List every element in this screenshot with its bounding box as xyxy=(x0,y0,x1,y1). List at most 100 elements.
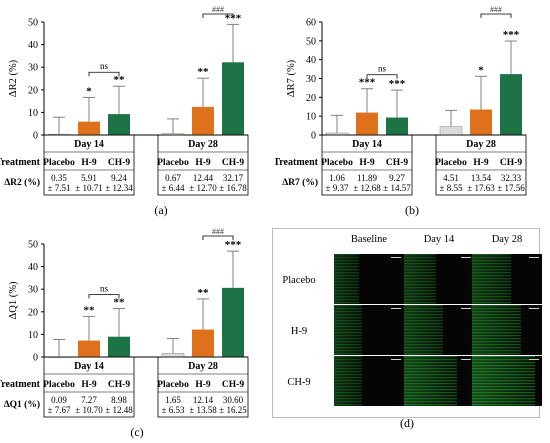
treatment-label: Placebo xyxy=(157,380,189,390)
panel-label: (a) xyxy=(154,203,167,217)
group-label: Day 28 xyxy=(188,361,218,372)
row-label-treatment: Treatment xyxy=(0,157,41,168)
table-box xyxy=(321,134,413,196)
micrograph-tile xyxy=(404,356,474,406)
significance-label: * xyxy=(478,64,484,76)
y-tick-label: 0 xyxy=(33,131,38,142)
hash-bracket xyxy=(480,13,512,18)
row-label-metric: ΔR2 (%) xyxy=(4,177,40,188)
y-tick-label: 20 xyxy=(28,85,38,96)
row-label-treatment: Treatment xyxy=(0,379,41,390)
table-cell-mean: 13.54 xyxy=(471,173,492,183)
table-cell-mean: 5.91 xyxy=(81,173,97,183)
table-cell-mean: 1.06 xyxy=(329,173,345,183)
significance-label: *** xyxy=(503,29,520,41)
scale-bar xyxy=(529,359,539,360)
micrograph-tile xyxy=(472,254,542,304)
table-box xyxy=(43,356,135,418)
chart-marks: *********ns### xyxy=(47,227,244,358)
treatment-label: CH-9 xyxy=(386,158,408,168)
y-tick-label: 10 xyxy=(306,112,316,123)
panel-label: (b) xyxy=(405,203,419,217)
table-cell-sd: ± 7.67 xyxy=(48,405,71,415)
table-cell-sd: ± 10.71 xyxy=(75,183,102,193)
bar xyxy=(192,106,214,135)
bar xyxy=(439,126,463,136)
y-tick-label: 40 xyxy=(306,55,316,66)
table-cell-sd: ± 17.56 xyxy=(497,183,525,193)
y-tick-label: 0 xyxy=(33,353,38,364)
treatment-label: CH-9 xyxy=(222,380,244,390)
treatment-label: CH-9 xyxy=(108,380,130,390)
treatment-label: Placebo xyxy=(321,158,353,168)
ns-bracket xyxy=(88,71,120,77)
hash-bracket xyxy=(202,13,234,18)
y-tick-label: 30 xyxy=(28,285,38,296)
table-cell-sd: ± 12.68 xyxy=(353,183,381,193)
bar xyxy=(108,114,130,135)
table-cell-mean: 8.98 xyxy=(111,395,127,405)
treatment-label: CH-9 xyxy=(222,158,244,168)
treatment-label: CH-9 xyxy=(108,158,130,168)
table-cell-mean: 0.67 xyxy=(165,173,181,183)
table-cell-sd: ± 10.70 xyxy=(75,405,103,415)
bar xyxy=(108,336,130,357)
table-cell-mean: 0.09 xyxy=(51,395,67,405)
micrograph-tile xyxy=(404,305,474,355)
treatment-label: CH-9 xyxy=(500,158,522,168)
y-tick-label: 10 xyxy=(28,330,38,341)
scale-bar xyxy=(391,359,401,360)
table-cell-mean: 4.51 xyxy=(443,173,459,183)
micrograph-panel: Baseline Day 14 Day 28 Placebo H-9 CH-9 … xyxy=(272,228,542,432)
treatment-label: Placebo xyxy=(43,380,75,390)
table-cell-sd: ± 12.48 xyxy=(105,405,133,415)
micrograph-tile xyxy=(472,356,542,406)
group-label: Day 14 xyxy=(74,139,104,150)
scale-bar xyxy=(461,359,471,360)
table-cell-mean: 32.33 xyxy=(501,173,522,183)
significance-label: ** xyxy=(198,66,210,78)
y-tick-label: 40 xyxy=(28,40,38,51)
treatment-label: H-9 xyxy=(81,158,97,168)
table-cell-mean: 12.44 xyxy=(193,173,214,183)
micrograph-tile xyxy=(334,254,404,304)
y-axis-label: ΔR7 (%) xyxy=(286,59,297,97)
chart-marks: ********ns### xyxy=(47,5,244,136)
fluorescence-signal xyxy=(404,254,436,304)
table-cell-sd: ± 6.44 xyxy=(162,183,185,193)
y-axis-label: ΔR2 (%) xyxy=(8,59,19,97)
bar xyxy=(386,117,408,135)
treatment-label: H-9 xyxy=(195,380,211,390)
y-tick-label: 50 xyxy=(306,36,316,47)
ns-label: ns xyxy=(100,284,109,294)
table-box xyxy=(435,134,527,196)
panel-label: (c) xyxy=(130,425,143,439)
treatment-label: H-9 xyxy=(359,158,375,168)
chart-table: Day 14 Placebo 0.09± 7.67 H-9 7.27± 10.70 CH-… xyxy=(0,356,249,418)
fluorescence-signal xyxy=(404,356,457,406)
scale-bar xyxy=(391,257,401,258)
hash-label: ### xyxy=(212,5,224,14)
significance-label: ** xyxy=(114,297,126,309)
fluorescence-signal xyxy=(472,356,535,406)
bar xyxy=(192,329,214,357)
row-label-metric: ΔQ1 (%) xyxy=(4,399,40,410)
table-cell-sd: ± 16.25 xyxy=(219,405,247,415)
micrograph-tile xyxy=(472,305,542,355)
fluorescence-signal xyxy=(472,254,511,304)
group-label: Day 28 xyxy=(188,139,218,150)
y-tick-label: 50 xyxy=(28,240,38,251)
row-label-treatment: Treatment xyxy=(275,157,319,168)
fluorescence-signal xyxy=(404,305,443,355)
table-cell-sd: ± 16.78 xyxy=(219,183,247,193)
table-cell-sd: ± 14.57 xyxy=(383,183,411,193)
table-cell-mean: 0.35 xyxy=(51,173,67,183)
table-cell-sd: ± 17.63 xyxy=(467,183,495,193)
column-header-day14: Day 14 xyxy=(423,234,455,245)
y-tick-label: 10 xyxy=(28,108,38,119)
significance-label: *** xyxy=(225,239,242,251)
panel-label: (d) xyxy=(400,416,414,430)
ns-bracket xyxy=(88,294,120,299)
row-label-metric: ΔR7 (%) xyxy=(282,177,318,188)
